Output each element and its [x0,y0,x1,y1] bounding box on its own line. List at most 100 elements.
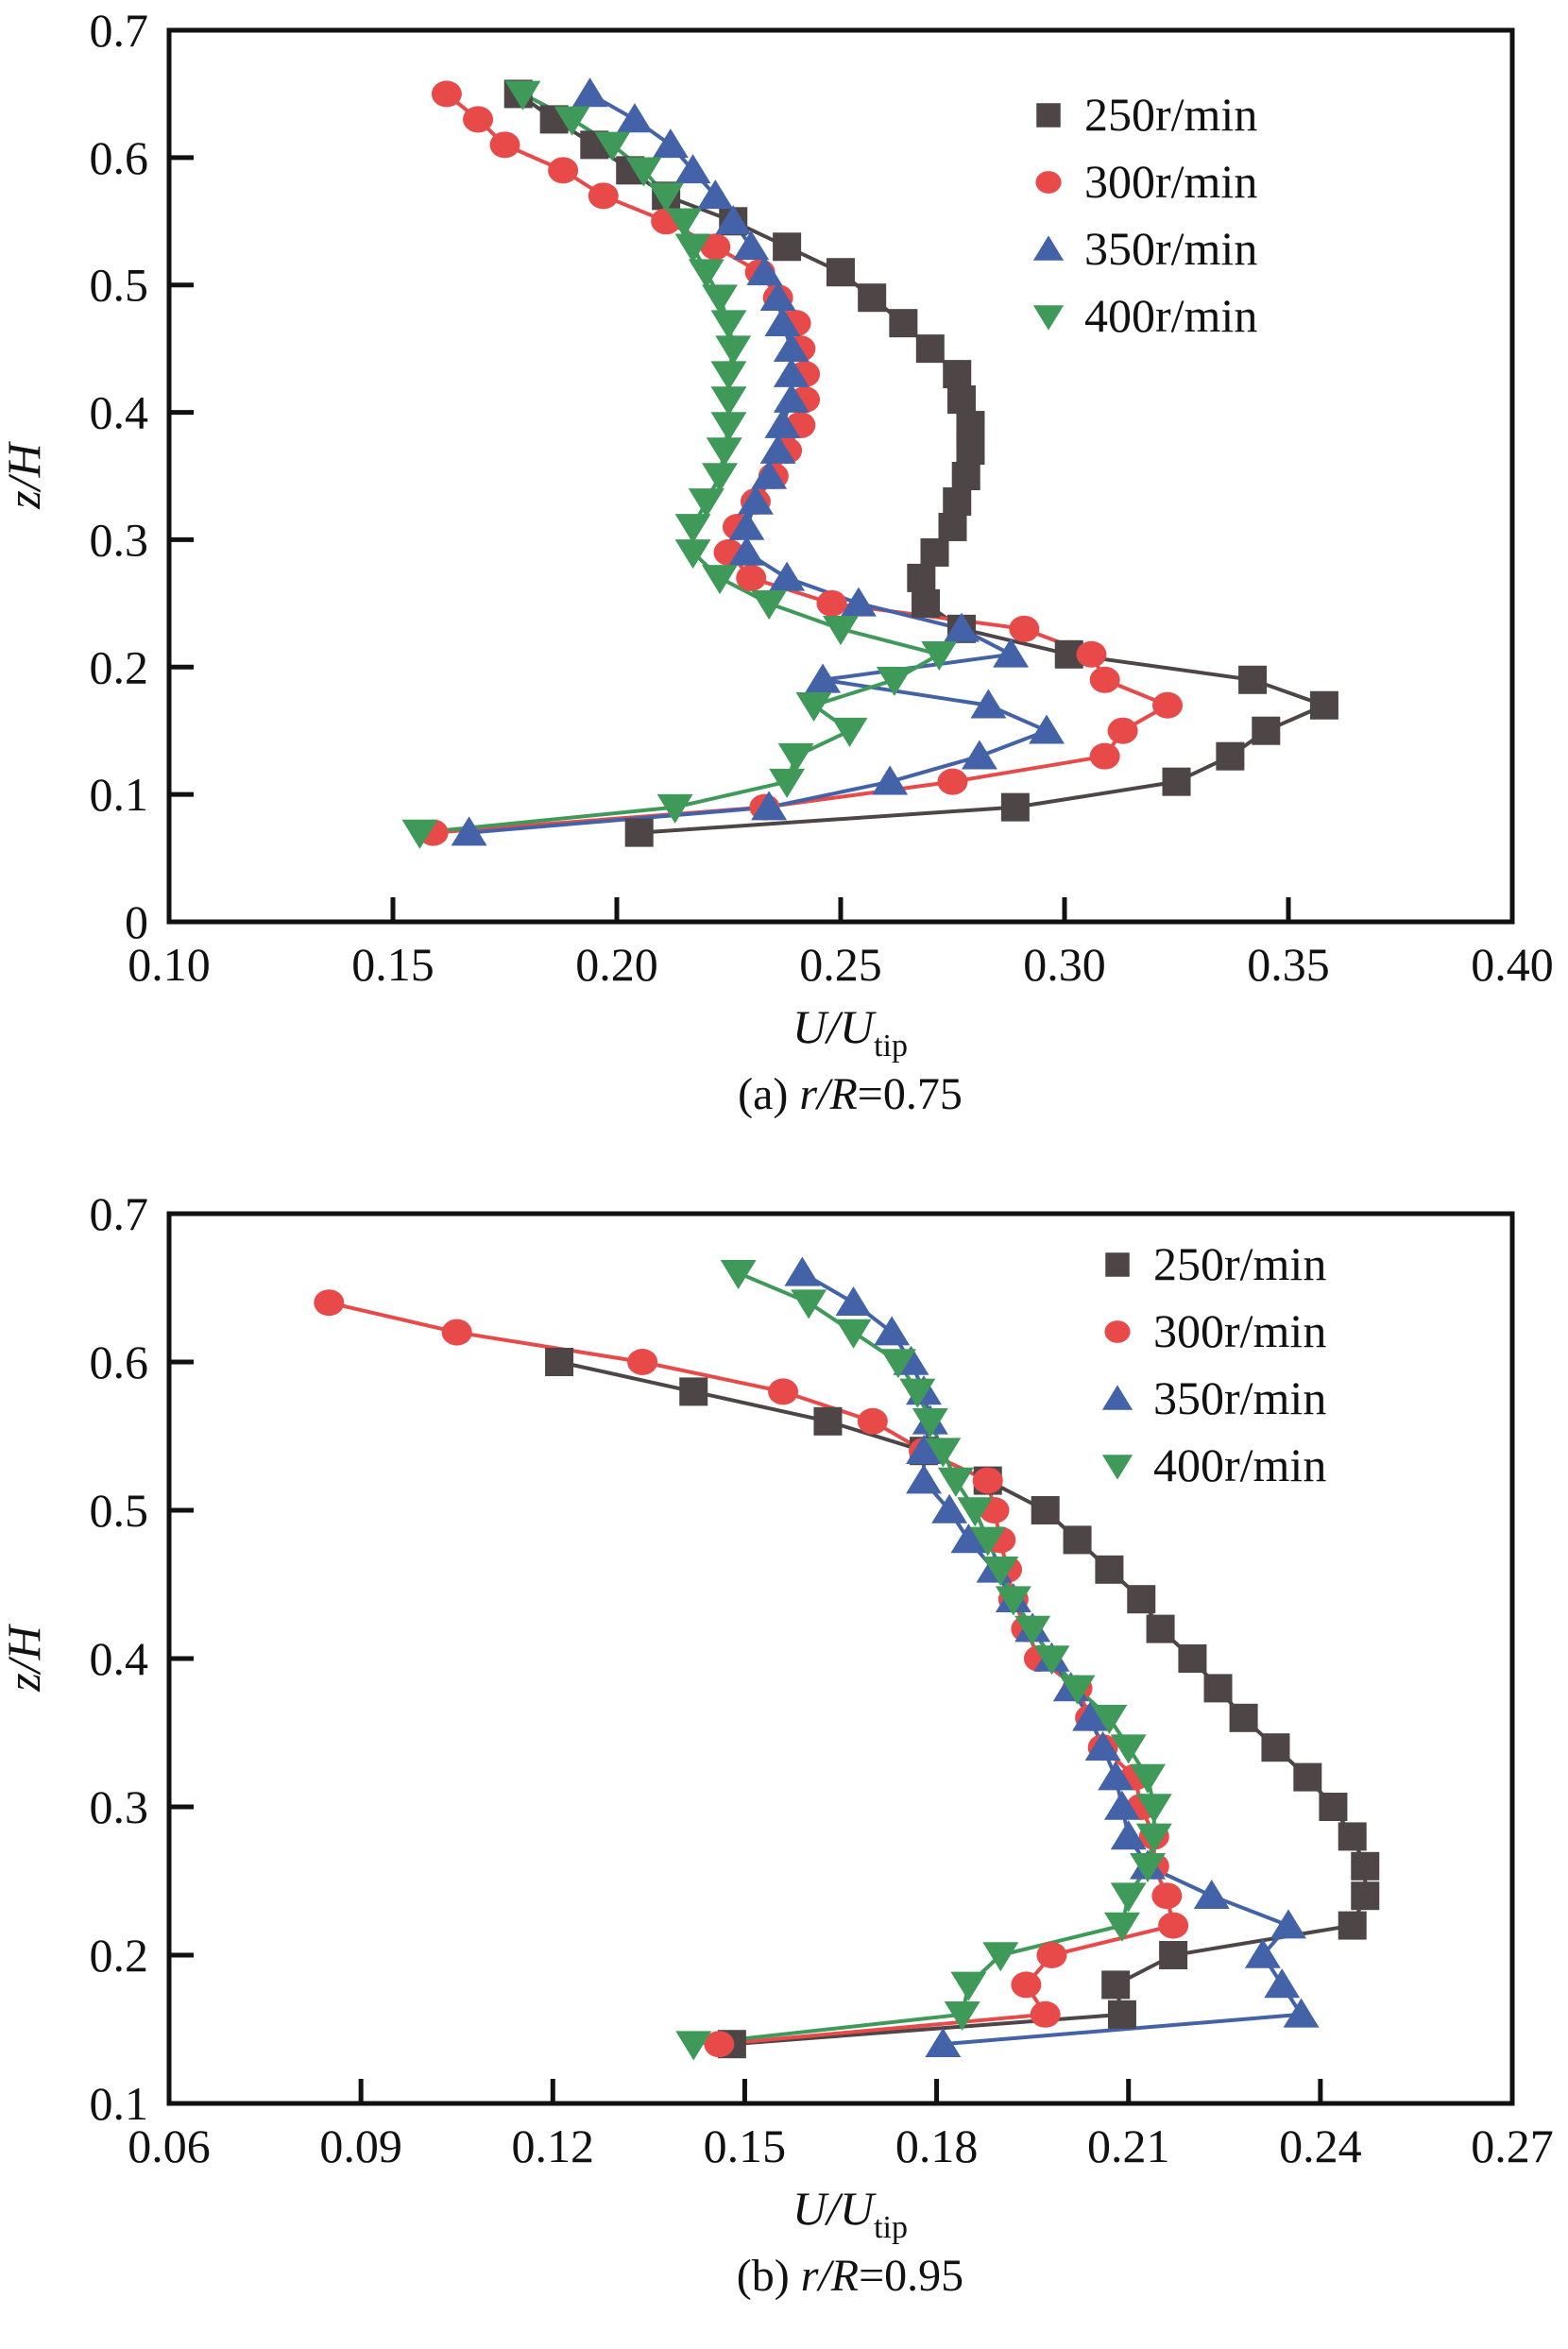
data-point-b-250r-min [1146,1614,1175,1643]
data-point-a-350r-min [728,536,765,566]
legend-label-b-1: 300r/min [1153,1304,1326,1357]
legend-marker-b-0 [1105,1252,1130,1277]
data-point-b-400r-min [912,1408,948,1438]
data-point-a-400r-min [769,768,806,798]
legend-a: 250r/min 300r/min 350r/min 400r/min [1032,88,1257,342]
data-point-a-400r-min [751,590,788,621]
data-point-a-400r-min [674,233,711,264]
data-point-a-300r-min [700,233,731,261]
data-point-b-350r-min [1084,1730,1121,1761]
data-point-b-400r-min [1091,1705,1128,1735]
data-point-a-400r-min [715,335,752,366]
data-point-b-300r-min [1036,1942,1067,1968]
y-tick-label-b: 0.5 [90,1484,149,1537]
data-point-a-350r-min [715,205,752,235]
data-point-b-350r-min [906,1464,943,1494]
legend-label-a-2: 350r/min [1084,222,1257,275]
data-point-a-350r-min [746,255,783,286]
data-point-b-300r-min [1158,1912,1189,1939]
legend-marker-a-3 [1032,305,1065,331]
caption-value-b: =0.95 [859,2251,963,2301]
data-point-a-250r-min [956,436,985,466]
data-point-a-350r-min [1029,714,1065,744]
data-point-a-350r-min [737,485,774,515]
data-point-a-300r-min [548,157,579,184]
y-tick-label-a: 0.1 [90,768,149,821]
data-point-b-400r-min [937,1467,974,1497]
data-point-a-250r-min [943,360,972,389]
data-point-a-400r-min [625,157,662,187]
x-tick-label-a: 0.35 [1247,938,1330,991]
legend-label-b-2: 350r/min [1153,1371,1326,1424]
data-point-a-250r-min [912,588,941,618]
data-point-b-300r-min [441,1319,472,1346]
data-point-b-250r-min [1338,1822,1367,1851]
legend-marker-b-3 [1101,1455,1133,1480]
x-tick-label-a: 0.15 [351,938,435,991]
y-axis-title-a: z/H [0,440,50,509]
data-point-b-300r-min [768,1378,799,1405]
data-point-b-400r-min [675,2031,712,2061]
data-point-b-400r-min [1130,1853,1167,1883]
chart-panel-a: 0.10 0.15 0.20 0.25 0.30 0.35 0.40 0 0.1 0.2 0.3 0.… [0,4,1554,1119]
data-point-a-350r-min [652,128,689,159]
data-point-b-350r-min [1103,1790,1140,1820]
data-point-a-400r-min [666,208,703,238]
x-axis-title-main-b: U/U [793,2182,877,2235]
data-point-b-400r-min [720,1260,757,1290]
data-point-b-250r-min [1095,1555,1124,1584]
data-point-a-250r-min [1162,767,1191,796]
data-point-a-400r-min [401,819,438,849]
data-point-a-350r-min [451,816,487,846]
data-point-a-350r-min [872,765,909,795]
data-point-b-400r-min [791,1289,827,1319]
data-point-b-350r-min [1072,1701,1109,1731]
x-tick-label-b: 0.15 [704,2119,787,2172]
caption-var-a: r/R [799,1069,857,1119]
data-point-a-250r-min [956,411,985,440]
data-point-a-250r-min [624,818,654,847]
legend-marker-a-2 [1032,235,1065,261]
data-point-a-350r-min [751,459,788,489]
data-point-b-250r-min [1319,1793,1348,1821]
series-line-b-300r-min [328,1301,1176,2047]
data-point-b-400r-min [969,1526,1006,1557]
data-point-b-400r-min [835,1319,872,1349]
legend-label-a-3: 400r/min [1084,289,1257,342]
legend-label-a-0: 250r/min [1084,88,1257,141]
data-point-b-400r-min [879,1349,916,1379]
data-point-a-350r-min [840,587,877,617]
data-point-a-400r-min [648,182,685,213]
data-point-a-350r-min [571,77,608,108]
chart-panel-b: 0.06 0.09 0.12 0.15 0.18 0.21 0.24 0.27 0.1 0.2 0.… [0,1187,1554,2301]
data-point-a-300r-min [1076,640,1107,668]
data-point-b-350r-min [1283,1998,1320,2028]
data-point-a-300r-min [1009,615,1040,642]
data-point-b-350r-min [1244,1938,1281,1968]
data-point-a-350r-min [751,791,788,821]
data-point-a-250r-min [1238,665,1268,694]
data-point-a-250r-min [907,563,936,592]
legend-b: 250r/min 300r/min 350r/min 400r/min [1101,1237,1326,1491]
legend-marker-a-1 [1035,171,1062,194]
data-point-b-400r-min [982,1942,1019,1972]
data-point-b-350r-min [931,1493,968,1523]
data-point-a-400r-min [795,691,832,722]
legend-label-b-3: 400r/min [1153,1438,1326,1491]
data-point-a-350r-min [697,179,734,210]
y-axis-title-b: z/H [0,1623,50,1692]
data-point-a-400r-min [656,793,693,824]
data-point-b-350r-min [1270,1909,1306,1939]
series-layer-a [401,77,1338,849]
data-point-b-400r-min [1033,1645,1070,1676]
data-point-a-250r-min [889,309,918,338]
data-point-b-250r-min [1178,1644,1207,1673]
caption-b: (b) r/R=0.95 [737,2251,963,2301]
x-tick-label-b: 0.21 [1087,2119,1170,2172]
caption-prefix-a: (a) [738,1069,799,1119]
data-point-a-350r-min [728,510,765,540]
data-point-b-300r-min [627,1349,658,1375]
data-point-a-400r-min [594,131,631,162]
y-tick-label-a: 0 [125,895,148,948]
series-layer-b [314,1256,1380,2061]
